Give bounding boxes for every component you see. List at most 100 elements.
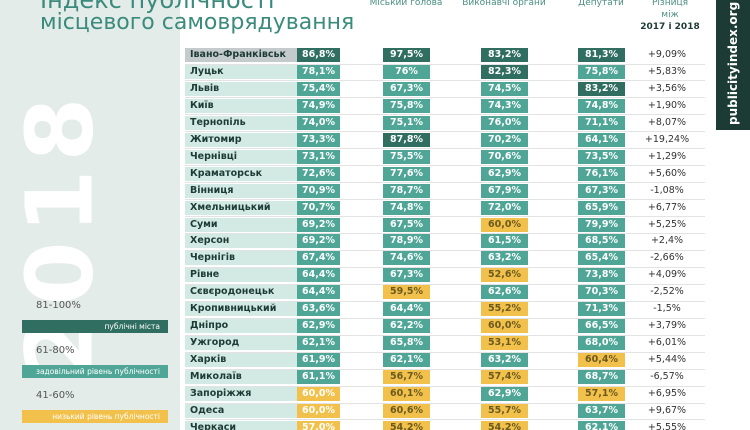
score: 70,6% [481,149,528,164]
column-header: Депутати [578,0,624,8]
score: 81,3% [578,48,625,62]
difference: +6,95% [647,388,687,399]
overall-score: 62,1% [297,336,340,351]
row-line [185,148,705,150]
score: 74,5% [481,81,528,96]
difference: +5,83% [647,65,687,77]
city-name: Житомир [185,132,297,147]
score: 56,7% [383,370,430,385]
difference: +5,44% [647,354,687,366]
site-bar [716,0,750,130]
score: 57,4% [481,370,528,385]
score: 97,5% [383,48,430,62]
score: 79,9% [578,217,625,232]
score: 74,8% [383,200,430,215]
difference: +6,01% [647,337,687,349]
difference: -2,52% [650,286,684,298]
legend-range: 41-60% [36,390,75,401]
difference: -6,57% [650,371,684,383]
diff-header: Різниця [652,0,688,8]
score: 62,6% [481,285,528,300]
difference: +19,24% [644,133,690,145]
city-name: Вінниця [185,183,297,198]
score: 65,4% [578,251,625,266]
difference: +1,90% [647,99,687,111]
row-line [185,63,705,65]
score: 75,8% [578,64,625,79]
legend-label: публічні міста [22,320,168,333]
score: 68,0% [578,336,625,351]
title-line1: Індекс публічності [40,0,275,14]
difference: +3,56% [647,82,687,94]
overall-score: 61,1% [297,370,340,385]
city-name: Чернігів [185,251,297,266]
score: 61,5% [481,234,528,249]
score: 63,2% [481,251,528,266]
overall-score: 73,3% [297,132,340,147]
row-line [185,165,705,167]
difference: +9,09% [647,49,687,60]
overall-score: 86,8% [297,48,340,62]
score: 65,9% [578,200,625,215]
city-name: Миколаїв [185,370,297,385]
overall-score: 72,6% [297,166,340,181]
score: 53,1% [481,336,528,351]
score: 76% [383,64,430,79]
score: 57,1% [578,387,625,401]
score: 77,6% [383,166,430,181]
difference: -1,08% [650,184,684,196]
city-name: Київ [185,98,297,113]
score: 67,9% [481,183,528,198]
overall-score: 74,0% [297,115,340,130]
score: 63,2% [481,353,528,368]
score: 78,9% [383,234,430,249]
score: 74,3% [481,98,528,113]
score: 52,6% [481,268,528,283]
row-line [185,283,705,285]
legend-label: низький рівень публічності [22,410,168,423]
city-name: Суми [185,217,297,232]
city-name: Одеса [185,403,297,418]
city-name: Івано-Франківськ [185,48,297,62]
score: 87,8% [383,132,430,147]
overall-score: 70,7% [297,200,340,215]
row-line [185,131,705,133]
city-name: Тернопіль [185,115,297,130]
overall-score: 74,9% [297,98,340,113]
difference: -1,5% [653,303,681,315]
score: 70,2% [481,132,528,147]
score: 83,2% [578,81,625,96]
city-name: Сєвєродонецьк [185,285,297,300]
score: 62,1% [383,353,430,368]
score: 62,1% [578,420,625,430]
overall-score: 69,2% [297,217,340,232]
score: 74,8% [578,98,625,113]
overall-score: 73,1% [297,149,340,164]
overall-score: 61,9% [297,353,340,368]
overall-score: 70,9% [297,183,340,198]
city-name: Херсон [185,234,297,249]
overall-score: 64,4% [297,268,340,283]
score: 78,7% [383,183,430,198]
row-line [185,368,705,370]
overall-score: 69,2% [297,234,340,249]
row-line [185,233,705,234]
overall-score: 75,4% [297,81,340,96]
score: 74,6% [383,251,430,266]
row-line [185,97,705,99]
city-name: Луцьк [185,64,297,79]
score: 62,2% [383,319,430,334]
score: 60,4% [578,353,625,368]
score: 63,7% [578,403,625,418]
score: 67,3% [383,81,430,96]
difference: +3,79% [647,320,687,332]
difference: +2,4% [650,235,684,247]
score: 76,0% [481,115,528,130]
score: 66,5% [578,319,625,334]
city-name: Дніпро [185,319,297,334]
score: 68,5% [578,234,625,249]
row-line [185,402,705,404]
city-name: Харків [185,353,297,368]
row-line [185,317,705,319]
score: 75,5% [383,149,430,164]
